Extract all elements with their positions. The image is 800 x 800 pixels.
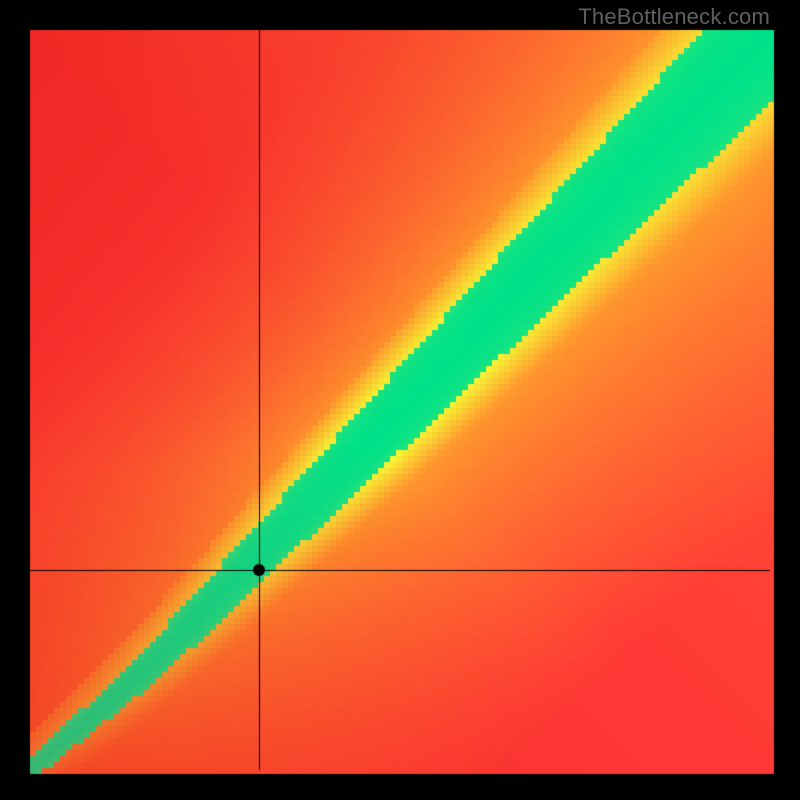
bottleneck-heatmap bbox=[0, 0, 800, 800]
watermark-label: TheBottleneck.com bbox=[578, 4, 770, 30]
chart-container: TheBottleneck.com bbox=[0, 0, 800, 800]
